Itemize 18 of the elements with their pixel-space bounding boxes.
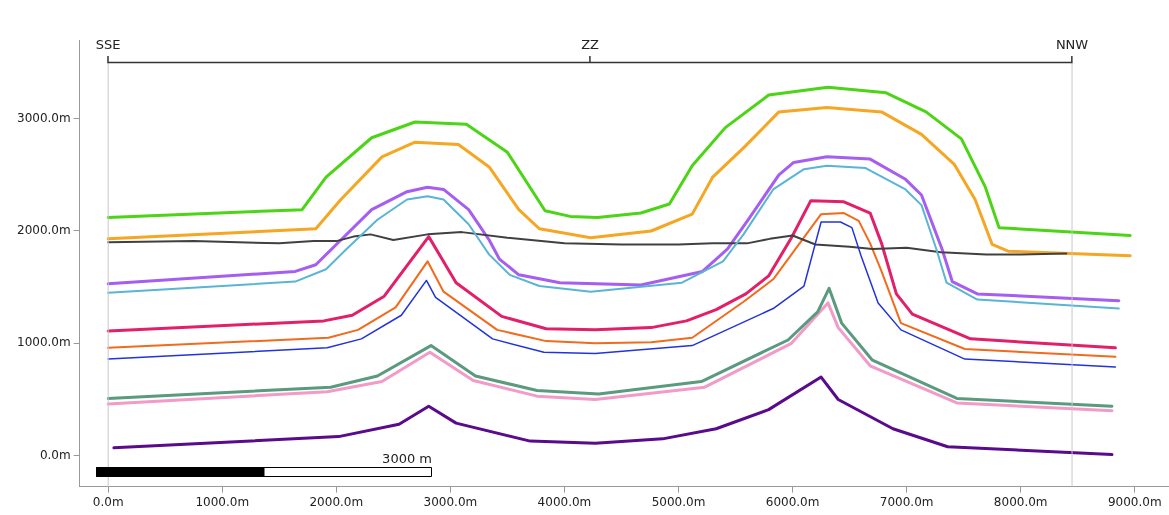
x-tick-label: 9000.0m bbox=[1107, 494, 1162, 509]
annotation: NNW bbox=[1055, 36, 1089, 52]
annotation: 3000 m bbox=[382, 450, 432, 466]
x-tick-label: 0.0m bbox=[92, 494, 124, 509]
x-tick-label: 7000.0m bbox=[879, 494, 934, 509]
x-tick-label: 1000.0m bbox=[195, 494, 250, 509]
x-tick-label: 2000.0m bbox=[309, 494, 364, 509]
x-tick-label: 4000.0m bbox=[537, 494, 592, 509]
y-tick-label: 2000.0m bbox=[16, 223, 71, 238]
x-tick-label: 5000.0m bbox=[651, 494, 706, 509]
x-tick-label: 3000.0m bbox=[423, 494, 478, 509]
x-tick-label: 8000.0m bbox=[993, 494, 1048, 509]
y-tick-label: 0.0m bbox=[39, 447, 71, 462]
y-tick-label: 3000.0m bbox=[16, 110, 71, 125]
y-tick-label: 1000.0m bbox=[16, 335, 71, 350]
x-tick-label: 6000.0m bbox=[765, 494, 820, 509]
annotation: ZZ bbox=[581, 36, 600, 52]
annotation: SSE bbox=[95, 36, 121, 52]
